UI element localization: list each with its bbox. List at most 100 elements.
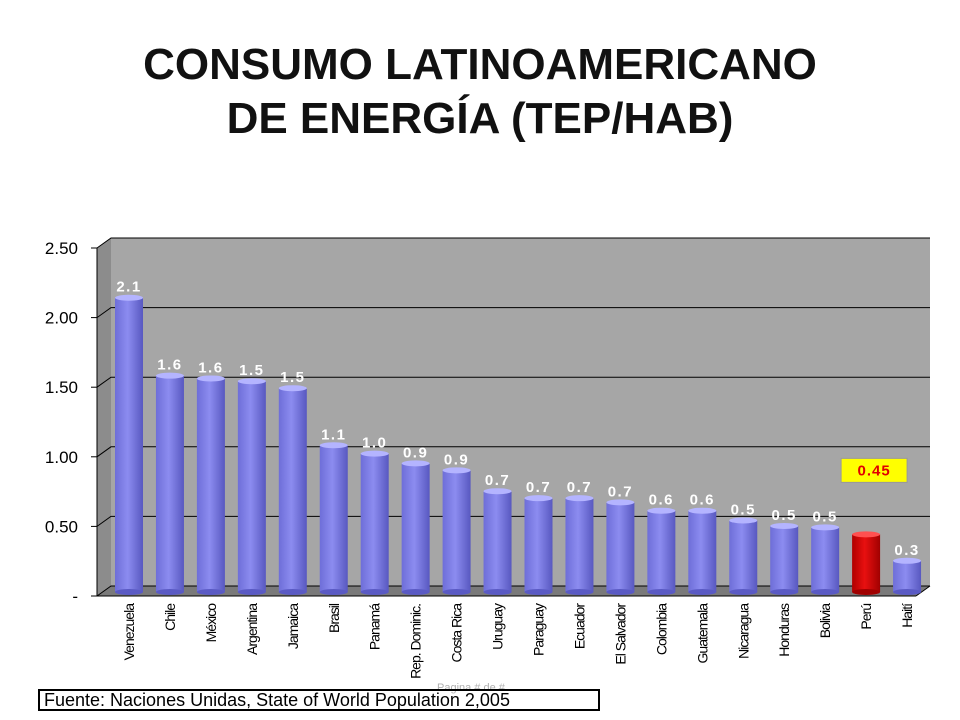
x-tick-label: Panamá <box>367 603 383 650</box>
bar-base <box>319 589 348 595</box>
bar-top <box>319 442 348 449</box>
bar-body <box>647 510 676 592</box>
data-label: 0.6 <box>649 492 674 509</box>
bar-base <box>401 589 430 595</box>
title-line-2: DE ENERGÍA (TEP/HAB) <box>226 94 734 143</box>
y-tick-label: 1.50 <box>45 378 78 397</box>
bar-base <box>196 589 225 595</box>
data-label: 1.0 <box>362 435 387 452</box>
bar-body <box>729 520 758 592</box>
x-tick-label: Brasil <box>326 603 342 633</box>
bar-13 <box>606 499 635 595</box>
x-tick-label: El Salvador <box>612 603 628 665</box>
bar-12 <box>565 495 594 595</box>
y-tick-label: 1.00 <box>45 448 78 467</box>
data-label: 1.5 <box>239 362 264 379</box>
x-tick-label: Venezuela <box>121 603 137 661</box>
data-label: 0.5 <box>731 501 756 518</box>
x-tick-label: Argentina <box>244 603 260 655</box>
bar-base <box>852 589 881 595</box>
bar-base <box>893 589 922 595</box>
gridline <box>96 376 930 388</box>
x-axis-edge <box>915 585 931 597</box>
gridline <box>96 237 930 249</box>
bar-base <box>606 589 635 595</box>
bar-body <box>401 463 430 592</box>
bar-body <box>360 453 389 592</box>
bar-16 <box>729 517 758 595</box>
bar-top <box>565 495 594 502</box>
bar-body <box>237 381 266 592</box>
bar-body <box>524 498 553 592</box>
bar-body <box>196 378 225 592</box>
y-tick-label: 0.50 <box>45 517 78 536</box>
bar-top <box>688 507 717 514</box>
x-tick-label: Haití <box>899 603 915 628</box>
bar-2 <box>155 372 184 595</box>
data-label: 0.9 <box>444 451 469 468</box>
data-label: 0.7 <box>567 479 592 496</box>
x-tick-label: Uruguay <box>490 603 506 650</box>
y-tick-label: 2.00 <box>45 309 78 328</box>
bar-base <box>729 589 758 595</box>
source-note: Fuente: Naciones Unidas, State of World … <box>38 689 600 711</box>
bar-1 <box>115 294 143 595</box>
y-tick-label: 2.50 <box>45 239 78 258</box>
bar-base <box>115 589 143 595</box>
bar-body <box>442 470 471 592</box>
data-label: 0.5 <box>812 508 837 525</box>
bar-9 <box>442 467 471 595</box>
x-tick-label: Jamaica <box>285 603 301 649</box>
bar-11 <box>524 495 553 595</box>
bar-17 <box>770 523 799 595</box>
data-label: 2.1 <box>116 279 141 296</box>
bar-body <box>811 527 840 592</box>
bar-body <box>893 560 922 592</box>
data-label: 1.6 <box>157 357 182 374</box>
plot-side-wall <box>97 238 111 596</box>
data-label: 0.5 <box>772 507 797 524</box>
data-label: 0.6 <box>690 492 715 509</box>
x-tick-label: Chile <box>162 603 178 631</box>
title-line-1: CONSUMO LATINOAMERICANO <box>143 40 817 89</box>
data-label: 0.7 <box>526 479 551 496</box>
bar-base <box>278 589 307 595</box>
x-tick-label: Nicaragua <box>735 603 751 659</box>
bar-base <box>688 589 717 595</box>
bar-body <box>483 491 512 592</box>
bar-chart: - 0.50 1.00 1.50 2.00 2.50 2.1 Venezuela 1.6 Chil… <box>45 237 931 679</box>
bar-body <box>278 388 307 592</box>
bar-body <box>606 502 635 592</box>
bar-base <box>647 589 676 595</box>
bar-top <box>155 372 184 379</box>
bar-top <box>893 557 922 564</box>
bar-top <box>729 517 758 524</box>
bar-top <box>483 488 512 495</box>
bar-body <box>115 297 143 592</box>
bar-base <box>483 589 512 595</box>
highlight-label-box <box>840 457 908 483</box>
y-tick-label: - <box>72 587 78 606</box>
slide-title: CONSUMO LATINOAMERICANO DE ENERGÍA (TEP/… <box>0 38 960 146</box>
bar-base <box>565 589 594 595</box>
bar-top <box>360 450 389 457</box>
x-tick-label: Guatemala <box>694 603 710 664</box>
bar-base <box>155 589 184 595</box>
bar-body <box>770 526 799 592</box>
bar-body <box>319 445 348 592</box>
bar-top <box>115 294 143 301</box>
bar-6 <box>319 442 348 595</box>
bar-10 <box>483 488 512 595</box>
bar-base <box>442 589 471 595</box>
bar-18 <box>811 524 840 595</box>
bar-top <box>606 499 635 506</box>
bar-3 <box>196 375 225 595</box>
data-label: 0.3 <box>894 542 919 559</box>
data-label: 1.6 <box>198 359 223 376</box>
x-tick-label: Ecuador <box>571 603 587 649</box>
bar-base <box>237 589 266 595</box>
bar-14 <box>647 507 676 595</box>
bar-body <box>565 498 594 592</box>
bar-top <box>237 378 266 385</box>
data-label: 0.9 <box>403 444 428 461</box>
